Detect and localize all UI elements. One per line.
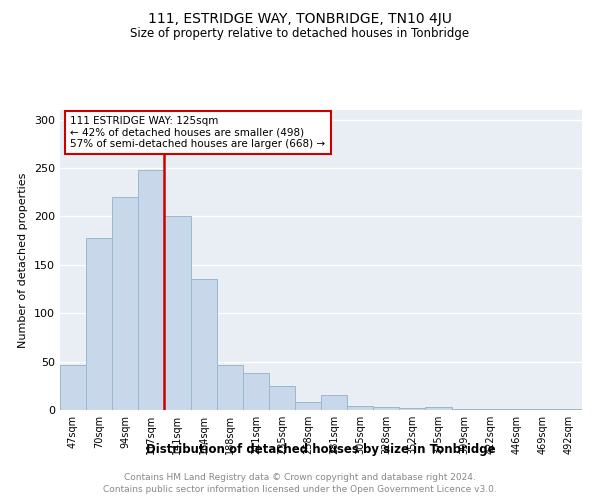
Bar <box>347 406 373 410</box>
Bar <box>60 366 86 410</box>
Bar <box>530 409 556 410</box>
Bar <box>112 197 139 410</box>
Text: Contains HM Land Registry data © Crown copyright and database right 2024.: Contains HM Land Registry data © Crown c… <box>124 472 476 482</box>
Bar <box>321 396 347 410</box>
Bar <box>164 216 191 410</box>
Text: 111 ESTRIDGE WAY: 125sqm
← 42% of detached houses are smaller (498)
57% of semi-: 111 ESTRIDGE WAY: 125sqm ← 42% of detach… <box>70 116 326 149</box>
Bar <box>478 409 504 410</box>
Bar <box>373 407 400 410</box>
Bar <box>191 280 217 410</box>
Bar <box>556 409 582 410</box>
Text: Size of property relative to detached houses in Tonbridge: Size of property relative to detached ho… <box>130 28 470 40</box>
Bar <box>242 373 269 410</box>
Text: Contains public sector information licensed under the Open Government Licence v3: Contains public sector information licen… <box>103 485 497 494</box>
Bar <box>452 409 478 410</box>
Bar <box>400 408 425 410</box>
Bar <box>86 238 112 410</box>
Text: Distribution of detached houses by size in Tonbridge: Distribution of detached houses by size … <box>146 442 496 456</box>
Text: 111, ESTRIDGE WAY, TONBRIDGE, TN10 4JU: 111, ESTRIDGE WAY, TONBRIDGE, TN10 4JU <box>148 12 452 26</box>
Bar <box>504 409 530 410</box>
Bar <box>217 364 243 410</box>
Bar <box>139 170 164 410</box>
Y-axis label: Number of detached properties: Number of detached properties <box>19 172 28 348</box>
Bar <box>269 386 295 410</box>
Bar <box>425 407 452 410</box>
Bar <box>295 402 321 410</box>
